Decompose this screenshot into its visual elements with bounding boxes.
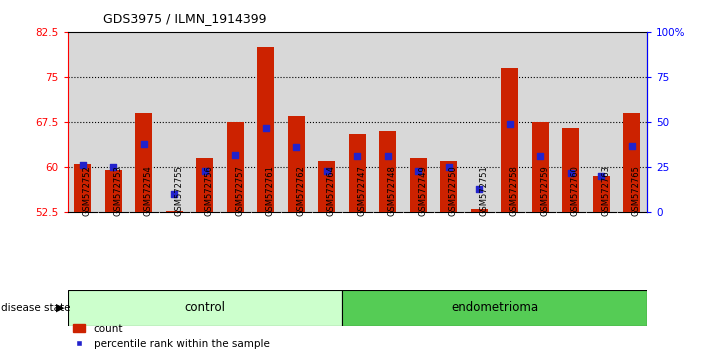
Bar — [471, 210, 488, 212]
Bar — [288, 116, 305, 212]
Point — [260, 125, 272, 130]
Bar — [624, 113, 640, 212]
Bar — [495, 32, 525, 212]
Point — [474, 186, 485, 192]
Point — [291, 144, 302, 150]
Bar — [166, 211, 183, 212]
Bar — [501, 68, 518, 212]
Bar — [586, 32, 616, 212]
Bar — [464, 32, 495, 212]
Bar — [281, 32, 311, 212]
Bar — [68, 32, 98, 212]
Bar — [196, 158, 213, 212]
Point — [199, 168, 210, 174]
Text: GSM572747: GSM572747 — [357, 165, 366, 216]
Bar — [373, 32, 403, 212]
Text: GSM572761: GSM572761 — [266, 165, 274, 216]
Bar — [319, 161, 335, 212]
Text: GDS3975 / ILMN_1914399: GDS3975 / ILMN_1914399 — [103, 12, 267, 25]
Point — [321, 168, 333, 174]
Text: GSM572765: GSM572765 — [632, 165, 641, 216]
Bar — [135, 113, 152, 212]
Bar — [190, 32, 220, 212]
Point — [169, 192, 180, 197]
Bar — [342, 32, 373, 212]
Text: GSM572763: GSM572763 — [602, 165, 610, 216]
Bar — [227, 122, 244, 212]
Bar — [257, 47, 274, 212]
Bar — [616, 32, 647, 212]
Point — [504, 121, 515, 127]
Bar — [98, 32, 129, 212]
Bar — [410, 158, 427, 212]
Text: GSM572750: GSM572750 — [449, 166, 458, 216]
Bar — [75, 164, 91, 212]
Text: GSM572755: GSM572755 — [174, 166, 183, 216]
Text: GSM572754: GSM572754 — [144, 166, 153, 216]
Bar — [105, 170, 122, 212]
Legend: count, percentile rank within the sample: count, percentile rank within the sample — [73, 324, 269, 349]
Text: GSM572758: GSM572758 — [510, 165, 519, 216]
Point — [77, 162, 88, 168]
Text: GSM572751: GSM572751 — [479, 166, 488, 216]
Text: GSM572759: GSM572759 — [540, 166, 550, 216]
Bar — [525, 32, 555, 212]
Point — [596, 173, 607, 179]
Point — [107, 164, 119, 170]
Text: disease state: disease state — [1, 303, 70, 313]
Text: GSM572756: GSM572756 — [205, 165, 214, 216]
Point — [565, 170, 577, 176]
Text: GSM572752: GSM572752 — [82, 166, 92, 216]
Bar — [532, 122, 549, 212]
Bar — [403, 32, 434, 212]
Point — [351, 154, 363, 159]
Text: GSM572757: GSM572757 — [235, 165, 245, 216]
Text: endometrioma: endometrioma — [451, 302, 538, 314]
Text: GSM572760: GSM572760 — [571, 165, 579, 216]
Bar — [68, 290, 342, 326]
Bar — [440, 161, 457, 212]
Point — [230, 152, 241, 158]
Point — [382, 154, 393, 159]
Point — [626, 143, 638, 148]
Bar — [220, 32, 250, 212]
Text: GSM572749: GSM572749 — [418, 166, 427, 216]
Point — [138, 141, 149, 147]
Text: GSM572762: GSM572762 — [296, 165, 305, 216]
Bar — [555, 32, 586, 212]
Point — [443, 164, 454, 170]
Text: GSM572764: GSM572764 — [327, 165, 336, 216]
Point — [535, 154, 546, 159]
Bar — [159, 32, 190, 212]
Bar — [342, 290, 647, 326]
Bar — [380, 131, 396, 212]
Bar — [434, 32, 464, 212]
Text: ▶: ▶ — [55, 303, 64, 313]
Bar — [349, 134, 365, 212]
Text: control: control — [184, 302, 225, 314]
Bar — [250, 32, 281, 212]
Bar — [129, 32, 159, 212]
Bar — [593, 176, 609, 212]
Point — [412, 168, 424, 174]
Bar — [562, 128, 579, 212]
Text: GSM572753: GSM572753 — [113, 165, 122, 216]
Text: GSM572748: GSM572748 — [387, 165, 397, 216]
Bar — [311, 32, 342, 212]
